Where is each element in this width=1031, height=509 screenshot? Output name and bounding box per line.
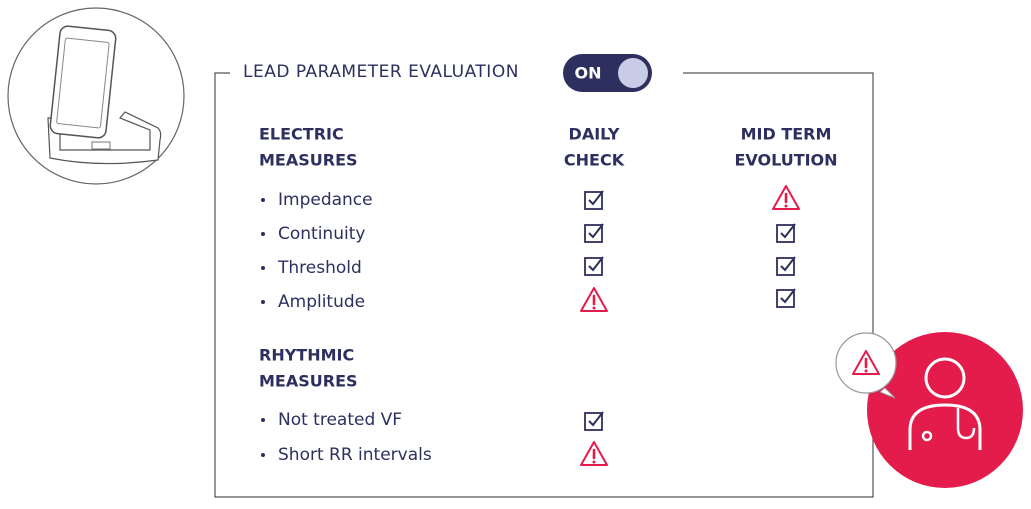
item-label: Continuity — [278, 224, 365, 244]
section-heading: MEASURES — [259, 151, 358, 170]
column-header: EVOLUTION — [734, 151, 837, 170]
device-illustration — [7, 7, 185, 185]
item-label: Short RR intervals — [278, 445, 432, 465]
title: LEAD PARAMETER EVALUATION — [243, 62, 519, 82]
column-header: MID TERM — [741, 125, 832, 144]
item-label: Not treated VF — [278, 410, 402, 430]
section-heading: MEASURES — [259, 372, 358, 391]
bullets — [261, 198, 265, 457]
section-heading: ELECTRIC — [259, 125, 344, 144]
section-heading: RHYTHMIC — [259, 346, 354, 365]
item-label: Amplitude — [278, 292, 365, 312]
toggle[interactable]: ON — [563, 54, 652, 92]
frame — [214, 72, 874, 498]
status-icons — [579, 184, 801, 467]
alert-avatar — [835, 332, 1023, 488]
item-label: Threshold — [277, 258, 362, 278]
column-header: DAILY — [569, 125, 620, 144]
column-header: CHECK — [564, 151, 625, 170]
toggle-label: ON — [575, 64, 602, 83]
item-label: Impedance — [278, 190, 373, 210]
